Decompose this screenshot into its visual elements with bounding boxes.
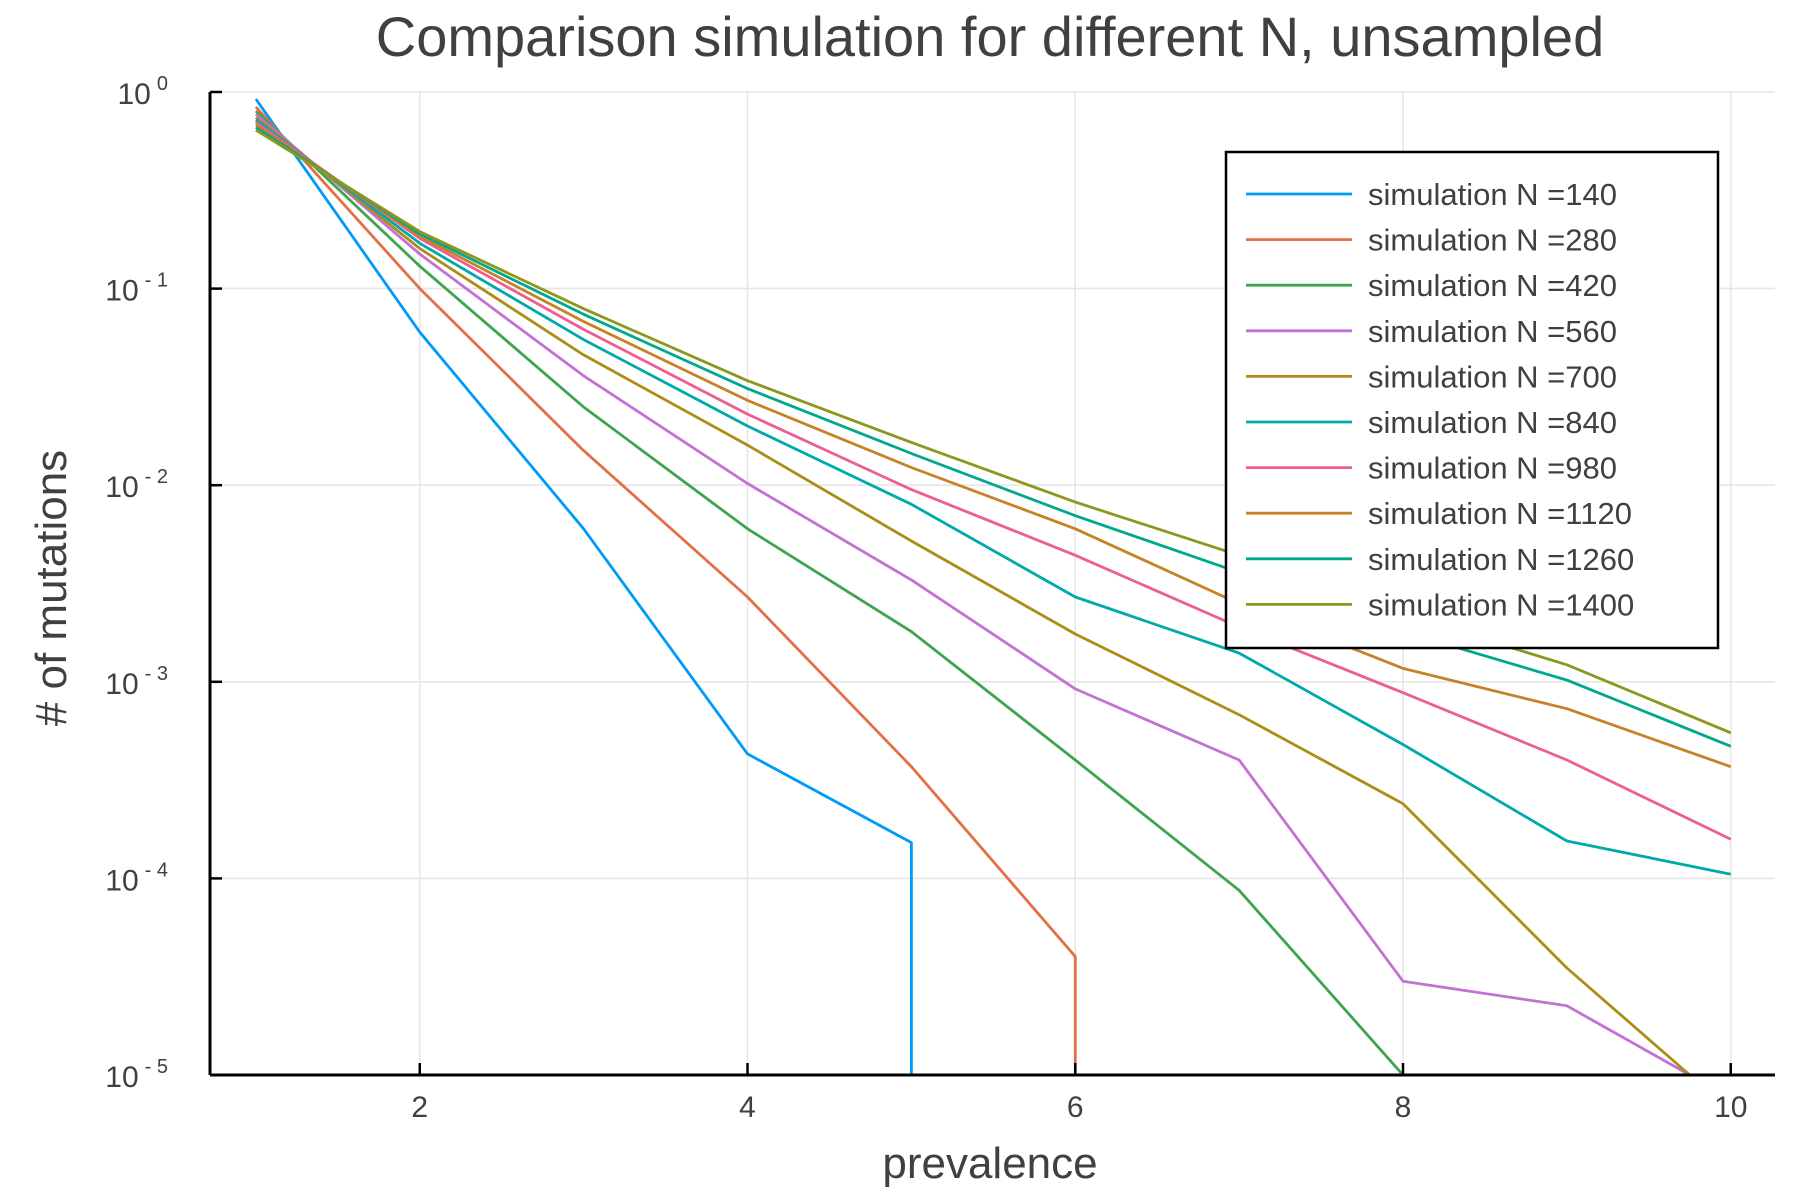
y-axis-label: # of mutations bbox=[27, 450, 76, 726]
x-tick-label: 4 bbox=[739, 1091, 756, 1124]
series-line-7 bbox=[255, 121, 1732, 841]
y-tick-label: 10- 5 bbox=[105, 1056, 168, 1094]
legend-entry-label: simulation N =980 bbox=[1368, 451, 1617, 486]
legend: simulation N =140 simulation N =280 simula… bbox=[1224, 150, 1720, 650]
axes bbox=[208, 90, 1775, 1077]
series-line-4 bbox=[254, 113, 1691, 1077]
series-line-3 bbox=[254, 110, 1405, 1076]
series-line-1 bbox=[254, 98, 913, 1075]
series-line-9 bbox=[255, 126, 1732, 748]
x-tick-label: 2 bbox=[411, 1091, 428, 1124]
legend-entry-label: simulation N =420 bbox=[1368, 268, 1617, 303]
x-axis-label: prevalence bbox=[882, 1139, 1097, 1188]
y-tick-label: 10- 3 bbox=[105, 663, 168, 701]
x-tick-label: 10 bbox=[1714, 1091, 1747, 1124]
legend-entry-label: simulation N =280 bbox=[1368, 223, 1617, 258]
legend-entry-label: simulation N =840 bbox=[1368, 405, 1617, 440]
plot-series bbox=[254, 98, 1732, 1077]
legend-entry-label: simulation N =1260 bbox=[1368, 542, 1634, 577]
legend-entry-label: simulation N =560 bbox=[1368, 314, 1617, 349]
legend-box bbox=[1224, 150, 1720, 650]
series-line-2 bbox=[254, 105, 1077, 1075]
legend-entry-label: simulation N =140 bbox=[1368, 177, 1617, 212]
legend-entry-label: simulation N =1400 bbox=[1368, 587, 1634, 622]
y-tick-label: 10- 1 bbox=[105, 270, 168, 308]
y-tick-label: 10- 2 bbox=[105, 466, 168, 504]
x-tick-label: 6 bbox=[1067, 1091, 1084, 1124]
series-line-5 bbox=[255, 116, 1691, 1077]
tick-labels: 2 4 6 8 10 10 0 10- 1 10- 2 10- 3 10- 4 10- 5 bbox=[105, 73, 1747, 1124]
legend-entry-label: simulation N =700 bbox=[1368, 359, 1617, 394]
series-line-8 bbox=[255, 123, 1732, 769]
chart-title: Comparison simulation for different N, u… bbox=[376, 5, 1604, 68]
y-tick-label: 10 0 bbox=[118, 73, 169, 111]
x-tick-label: 8 bbox=[1395, 1091, 1412, 1124]
legend-entry-label: simulation N =1120 bbox=[1368, 496, 1632, 531]
y-tick-label: 10- 4 bbox=[105, 859, 168, 897]
series-line-6 bbox=[255, 118, 1732, 876]
